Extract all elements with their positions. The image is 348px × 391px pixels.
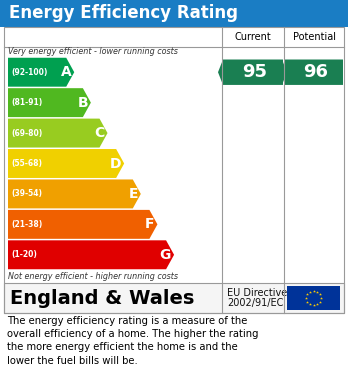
- Text: (81-91): (81-91): [11, 98, 42, 107]
- Bar: [0, 0, 348, 27]
- Bar: [4, 27, 344, 313]
- Text: 96: 96: [303, 63, 329, 81]
- Text: (92-100): (92-100): [11, 68, 47, 77]
- Text: C: C: [94, 126, 104, 140]
- Text: England & Wales: England & Wales: [10, 289, 195, 307]
- Text: Potential: Potential: [293, 32, 335, 42]
- Bar: [287, 286, 340, 310]
- Polygon shape: [8, 179, 141, 208]
- Polygon shape: [218, 59, 283, 85]
- Text: (69-80): (69-80): [11, 129, 42, 138]
- Polygon shape: [280, 59, 343, 85]
- Text: 95: 95: [243, 63, 268, 81]
- Polygon shape: [8, 118, 108, 147]
- Text: (1-20): (1-20): [11, 250, 37, 259]
- Text: A: A: [61, 65, 71, 79]
- Text: (39-54): (39-54): [11, 189, 42, 198]
- Polygon shape: [8, 88, 91, 117]
- Text: G: G: [160, 248, 171, 262]
- Polygon shape: [8, 149, 124, 178]
- Text: D: D: [110, 156, 121, 170]
- Text: EU Directive: EU Directive: [227, 288, 287, 298]
- Text: (21-38): (21-38): [11, 220, 42, 229]
- Text: Very energy efficient - lower running costs: Very energy efficient - lower running co…: [8, 47, 178, 57]
- Text: Energy Efficiency Rating: Energy Efficiency Rating: [9, 5, 238, 23]
- Text: The energy efficiency rating is a measure of the
overall efficiency of a home. T: The energy efficiency rating is a measur…: [7, 316, 259, 366]
- Bar: [4, 283, 344, 313]
- Text: Not energy efficient - higher running costs: Not energy efficient - higher running co…: [8, 272, 178, 281]
- Text: E: E: [128, 187, 138, 201]
- Text: (55-68): (55-68): [11, 159, 42, 168]
- Text: B: B: [77, 96, 88, 109]
- Polygon shape: [8, 240, 174, 269]
- Text: 2002/91/EC: 2002/91/EC: [227, 298, 283, 308]
- Polygon shape: [8, 58, 74, 87]
- Text: F: F: [145, 217, 155, 231]
- Polygon shape: [8, 210, 157, 239]
- Text: Current: Current: [235, 32, 271, 42]
